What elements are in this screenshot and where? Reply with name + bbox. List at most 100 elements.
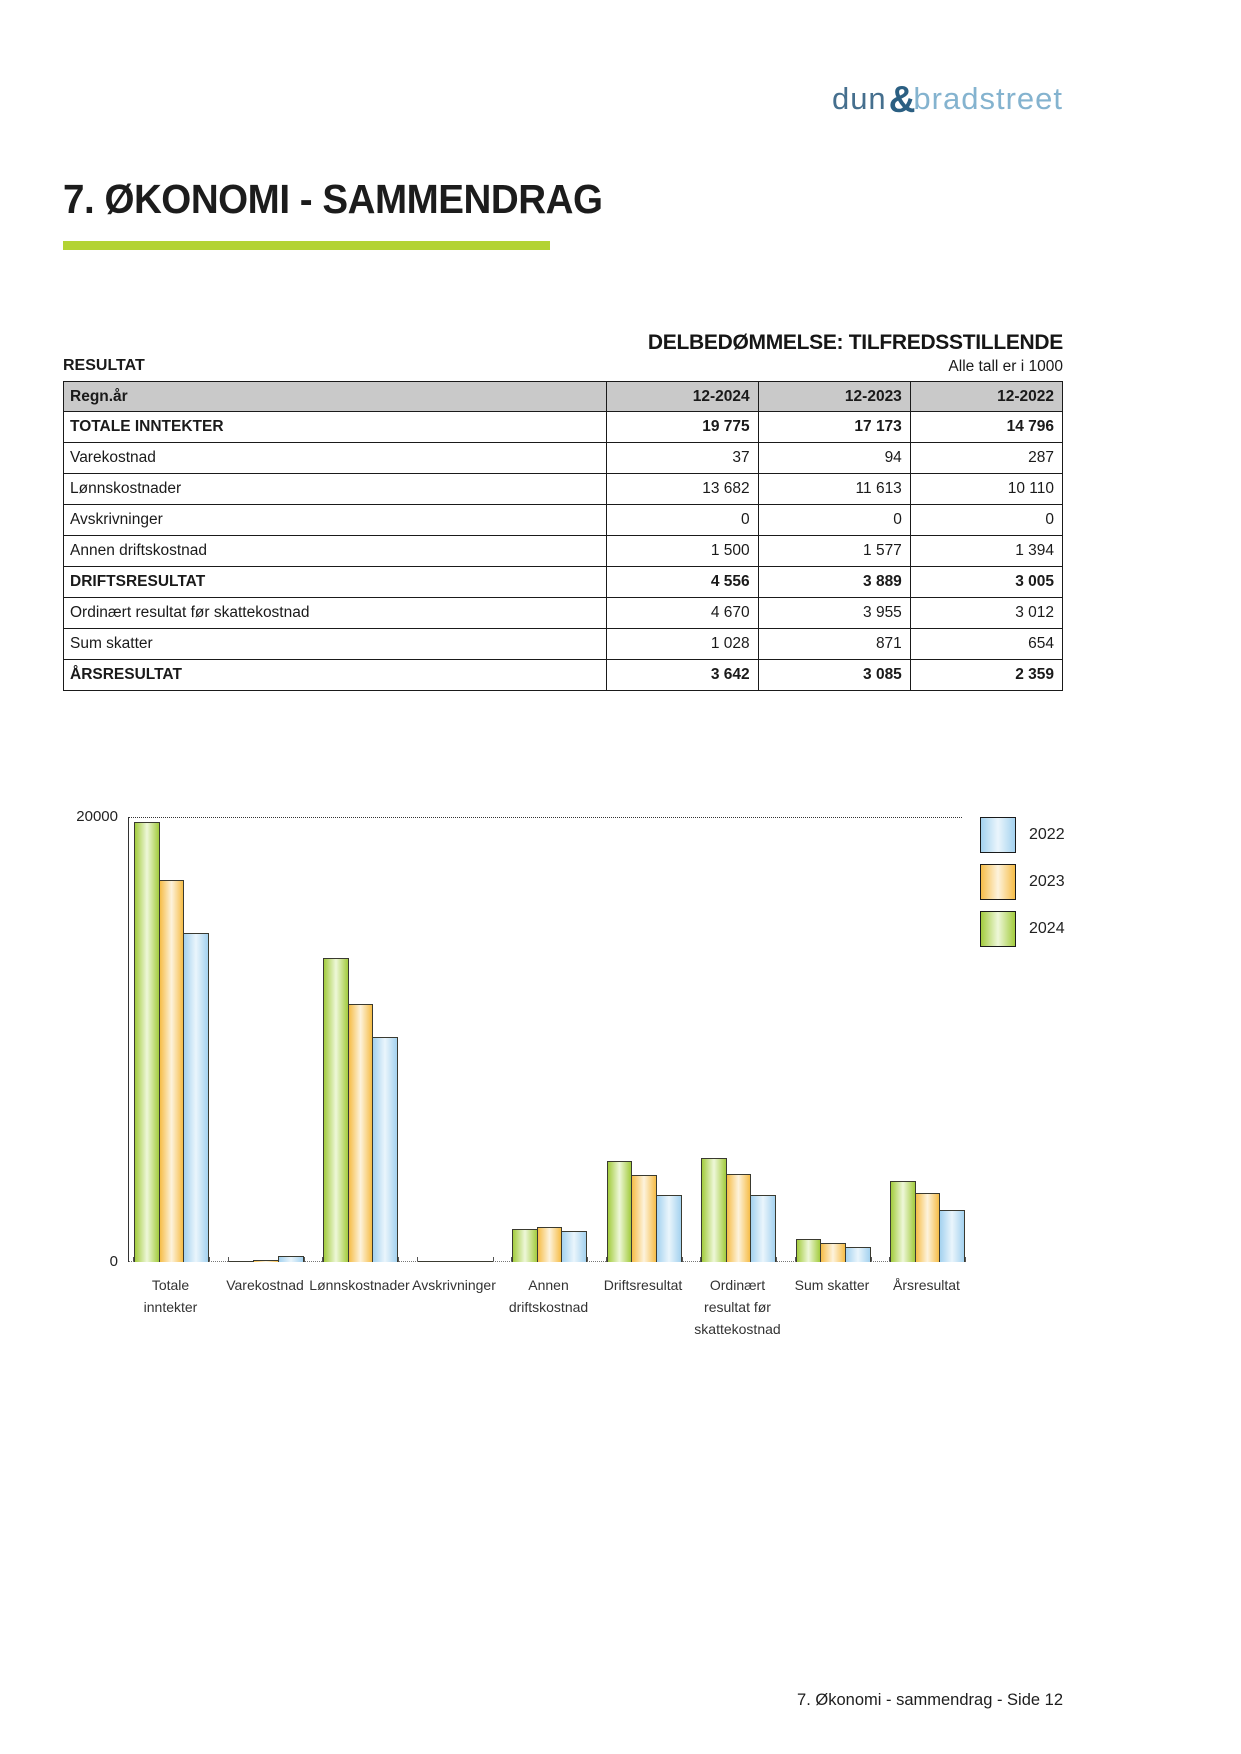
chart-bar-2023 <box>914 1193 941 1262</box>
category-label: Driftsresultat <box>603 1277 683 1293</box>
table-header-12-2022: 12-2022 <box>909 381 1064 412</box>
chart-bar-2022 <box>372 1037 399 1262</box>
row-value: 3 085 <box>757 659 911 691</box>
row-value: 871 <box>757 628 911 660</box>
chart-bar-2023 <box>725 1174 752 1262</box>
table-header-row: Regn.år 12-2024 12-2023 12-2022 <box>63 381 1064 412</box>
chart-bar-2024 <box>228 1261 255 1262</box>
row-value: 3 012 <box>909 597 1064 629</box>
chart-bar-2023 <box>631 1175 657 1262</box>
chart-bar-2024 <box>890 1181 916 1262</box>
table-header-12-2023: 12-2023 <box>757 381 911 412</box>
assessment-heading: DELBEDØMMELSE: TILFREDSSTILLENDE <box>647 331 1063 354</box>
chart-bar-2022 <box>750 1195 777 1262</box>
row-value: 94 <box>757 442 911 474</box>
row-value: 654 <box>909 628 1064 660</box>
chart-bar-2024 <box>512 1229 538 1262</box>
chart-bar-2024 <box>323 958 349 1262</box>
chart-group <box>133 822 210 1262</box>
result-table-body: TOTALE INNTEKTER 19 775 17 173 14 796 Vareko… <box>63 411 1064 691</box>
table-row: Ordinært resultat før skattekostnad 4 670… <box>63 597 1064 629</box>
table-header-regnar: Regn.år <box>63 381 607 412</box>
row-value: 1 394 <box>909 535 1064 567</box>
chart-group <box>322 958 399 1262</box>
legend-label: 2024 <box>1029 920 1065 937</box>
units-note: Alle tall er i 1000 <box>948 358 1063 375</box>
table-row: Varekostnad 37 94 287 <box>63 442 1064 474</box>
row-label: TOTALE INNTEKTER <box>63 411 607 443</box>
row-value: 1 500 <box>605 535 759 567</box>
chart-bar-2022 <box>277 1256 304 1262</box>
legend-item-2023: 2023 <box>980 864 1065 900</box>
table-header-12-2024: 12-2024 <box>605 381 759 412</box>
row-value: 1 577 <box>757 535 911 567</box>
row-value: 37 <box>605 442 759 474</box>
chart-bar-2024 <box>795 1239 822 1262</box>
table-row: DRIFTSRESULTAT 4 556 3 889 3 005 <box>63 566 1064 598</box>
y-axis-tick-20000: 20000 <box>76 808 118 825</box>
legend-item-2024: 2024 <box>980 911 1065 947</box>
row-label: Varekostnad <box>63 442 607 474</box>
table-row: Lønnskostnader 13 682 11 613 10 110 <box>63 473 1064 505</box>
chart-group <box>889 1181 966 1262</box>
row-value: 10 110 <box>909 473 1064 505</box>
table-row: Avskrivninger 0 0 0 <box>63 504 1064 536</box>
category-label: Totale inntekter <box>143 1277 198 1315</box>
row-label: Avskrivninger <box>63 504 607 536</box>
chart-bar-2022 <box>466 1261 493 1262</box>
table-row: ÅRSRESULTAT 3 642 3 085 2 359 <box>63 659 1064 691</box>
row-label: DRIFTSRESULTAT <box>63 566 607 598</box>
category-label: Lønnskostnader <box>309 1277 410 1293</box>
table-row: Sum skatter 1 028 871 654 <box>63 628 1064 660</box>
chart-group <box>416 1257 494 1262</box>
legend-label: 2023 <box>1029 873 1065 890</box>
result-table-head: Regn.år 12-2024 12-2023 12-2022 <box>63 381 1064 412</box>
y-axis-tick-0: 0 <box>109 1253 118 1270</box>
row-value: 3 005 <box>909 566 1064 598</box>
legend-swatch-2022 <box>980 817 1016 853</box>
row-value: 3 642 <box>605 659 759 691</box>
section-label-resultat: RESULTAT <box>63 357 145 374</box>
row-label: Sum skatter <box>63 628 607 660</box>
legend-label: 2022 <box>1029 826 1065 843</box>
row-label: ÅRSRESULTAT <box>63 659 607 691</box>
chart-bar-2022 <box>844 1247 871 1262</box>
category-label: Ordinært resultat før skattekostnad <box>694 1277 781 1337</box>
row-value: 13 682 <box>605 473 759 505</box>
row-value: 17 173 <box>757 411 911 443</box>
chart-bar-2024 <box>606 1161 633 1262</box>
chart-group <box>700 1158 777 1262</box>
row-value: 3 955 <box>757 597 911 629</box>
row-value: 3 889 <box>757 566 911 598</box>
logo-text-dun: dun <box>831 81 887 116</box>
category-label: Avskrivninger <box>412 1277 496 1293</box>
row-value: 14 796 <box>909 411 1064 443</box>
result-table: Regn.år 12-2024 12-2023 12-2022 TOTALE I… <box>63 381 1064 691</box>
chart-group <box>227 1256 305 1262</box>
legend-swatch-2023 <box>980 864 1016 900</box>
row-value: 0 <box>909 504 1064 536</box>
chart-bar-2023 <box>158 880 185 1262</box>
chart-bar-2024 <box>417 1261 444 1262</box>
row-value: 0 <box>757 504 911 536</box>
chart-bar-2023 <box>253 1260 279 1262</box>
chart-group <box>794 1239 872 1262</box>
row-label: Lønnskostnader <box>63 473 607 505</box>
dun-bradstreet-logo: dun&bradstreet <box>63 76 1063 120</box>
row-value: 4 670 <box>605 597 759 629</box>
category-label: Annen driftskostnad <box>508 1277 589 1315</box>
title-underline-bar <box>63 241 550 250</box>
page-title: 7. ØKONOMI - SAMMENDRAG <box>63 176 603 222</box>
chart-bar-2022 <box>561 1231 588 1262</box>
bar-chart: 20000 0 Totale inntekter Varekostnad Lønns… <box>0 808 1241 1377</box>
chart-group <box>511 1227 588 1262</box>
chart-bar-2023 <box>820 1243 846 1262</box>
row-value: 2 359 <box>909 659 1064 691</box>
category-label: Sum skatter <box>794 1277 870 1293</box>
chart-bar-2023 <box>442 1261 468 1262</box>
category-label: Årsresultat <box>893 1277 960 1293</box>
table-row: Annen driftskostnad 1 500 1 577 1 394 <box>63 535 1064 567</box>
row-label: Ordinært resultat før skattekostnad <box>63 597 607 629</box>
chart-bar-2024 <box>134 822 160 1262</box>
row-value: 287 <box>909 442 1064 474</box>
